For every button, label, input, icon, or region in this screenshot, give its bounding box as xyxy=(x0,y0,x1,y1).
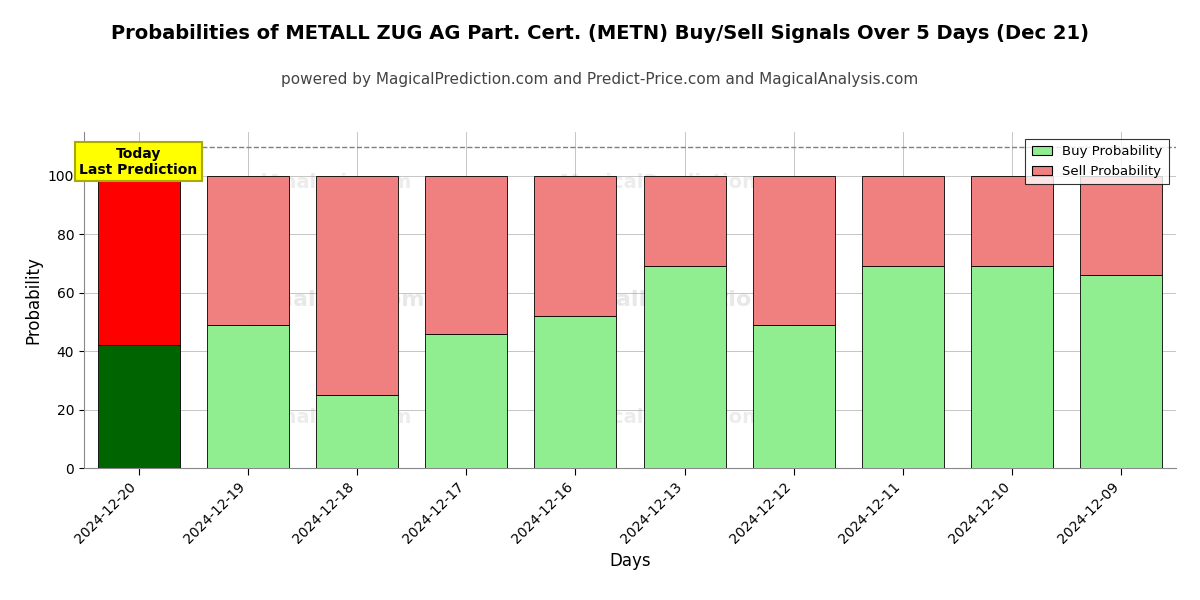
Bar xyxy=(752,325,835,468)
Bar xyxy=(97,176,180,345)
Text: calAnalysis.com: calAnalysis.com xyxy=(236,173,412,192)
Bar xyxy=(206,325,289,468)
Bar xyxy=(643,266,726,468)
Bar xyxy=(534,176,617,316)
Bar xyxy=(316,176,398,395)
Bar xyxy=(425,334,508,468)
Text: MagicalPrediction.com: MagicalPrediction.com xyxy=(559,408,810,427)
Bar xyxy=(534,316,617,468)
Bar xyxy=(206,176,289,325)
Bar xyxy=(97,345,180,468)
Y-axis label: Probability: Probability xyxy=(24,256,42,344)
Bar xyxy=(425,176,508,334)
Bar xyxy=(643,176,726,266)
Text: calAnalysis.com: calAnalysis.com xyxy=(224,290,425,310)
Legend: Buy Probability, Sell Probability: Buy Probability, Sell Probability xyxy=(1026,139,1170,184)
Text: MagicalPrediction.com: MagicalPrediction.com xyxy=(559,173,810,192)
Bar xyxy=(1080,176,1163,275)
Text: Probabilities of METALL ZUG AG Part. Cert. (METN) Buy/Sell Signals Over 5 Days (: Probabilities of METALL ZUG AG Part. Cer… xyxy=(112,24,1090,43)
Bar xyxy=(862,176,944,266)
Bar xyxy=(316,395,398,468)
Text: calAnalysis.com: calAnalysis.com xyxy=(236,408,412,427)
Bar xyxy=(1080,275,1163,468)
Bar xyxy=(862,266,944,468)
Bar xyxy=(971,266,1054,468)
Text: powered by MagicalPrediction.com and Predict-Price.com and MagicalAnalysis.com: powered by MagicalPrediction.com and Pre… xyxy=(281,72,919,87)
X-axis label: Days: Days xyxy=(610,552,650,570)
Bar xyxy=(971,176,1054,266)
Text: Today
Last Prediction: Today Last Prediction xyxy=(79,146,198,177)
Text: MagicalPrediction.com: MagicalPrediction.com xyxy=(542,290,827,310)
Bar xyxy=(752,176,835,325)
